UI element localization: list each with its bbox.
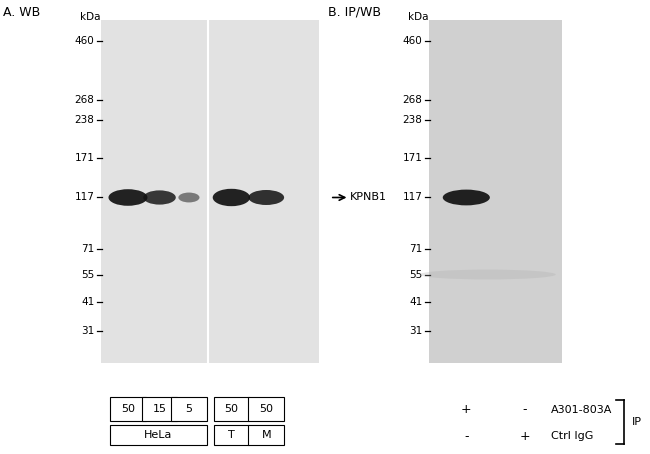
Text: 117: 117 — [74, 192, 94, 202]
Ellipse shape — [178, 192, 200, 202]
Text: 171: 171 — [402, 153, 423, 163]
Text: 41: 41 — [81, 297, 94, 307]
Text: M: M — [261, 430, 271, 440]
Text: 71: 71 — [81, 244, 94, 254]
Text: +: + — [519, 429, 530, 443]
Text: 15: 15 — [153, 404, 166, 414]
Text: A. WB: A. WB — [3, 6, 40, 19]
Bar — [110, 397, 146, 421]
Text: -: - — [523, 403, 527, 416]
Ellipse shape — [419, 270, 556, 280]
Text: 460: 460 — [403, 36, 422, 46]
Text: A301-803A: A301-803A — [551, 405, 612, 415]
Text: 238: 238 — [74, 115, 94, 125]
Text: T: T — [228, 430, 235, 440]
Text: 268: 268 — [74, 95, 94, 105]
Text: Ctrl IgG: Ctrl IgG — [551, 431, 593, 441]
Text: 50: 50 — [121, 404, 135, 414]
Text: 117: 117 — [402, 192, 423, 202]
Ellipse shape — [248, 190, 284, 205]
Text: -: - — [464, 429, 469, 443]
Ellipse shape — [443, 190, 490, 205]
Text: HeLa: HeLa — [144, 430, 173, 440]
Text: 55: 55 — [410, 270, 422, 280]
Bar — [110, 425, 207, 445]
Ellipse shape — [143, 190, 176, 205]
Bar — [248, 425, 284, 445]
Text: 31: 31 — [81, 326, 94, 336]
Text: IP: IP — [632, 417, 642, 427]
Ellipse shape — [109, 189, 148, 206]
Bar — [213, 425, 250, 445]
Text: 31: 31 — [410, 326, 422, 336]
Text: 71: 71 — [410, 244, 422, 254]
Bar — [213, 397, 249, 421]
Bar — [248, 397, 284, 421]
Text: 268: 268 — [402, 95, 423, 105]
Bar — [101, 20, 318, 363]
Text: kDa: kDa — [408, 12, 428, 22]
Text: 55: 55 — [81, 270, 94, 280]
Text: 50: 50 — [259, 404, 273, 414]
Bar — [171, 397, 207, 421]
Text: 41: 41 — [410, 297, 422, 307]
Bar — [142, 397, 177, 421]
Text: 171: 171 — [74, 153, 94, 163]
Text: KPNB1: KPNB1 — [350, 192, 387, 202]
Text: kDa: kDa — [79, 12, 100, 22]
Ellipse shape — [213, 189, 250, 206]
Text: 5: 5 — [185, 404, 192, 414]
Text: 460: 460 — [75, 36, 94, 46]
Text: B. IP/WB: B. IP/WB — [328, 6, 382, 19]
Text: 50: 50 — [224, 404, 239, 414]
Text: 238: 238 — [402, 115, 423, 125]
Text: +: + — [461, 403, 472, 416]
Bar — [429, 20, 562, 363]
